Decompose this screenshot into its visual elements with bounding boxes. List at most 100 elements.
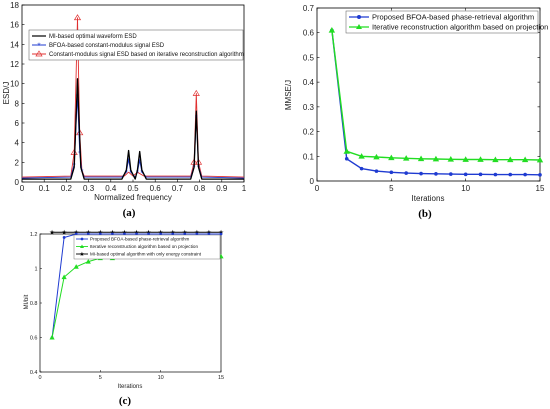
chart-c-xticks: 0 5 10 15: [38, 370, 224, 381]
chart-c-ytick-label: 0.8: [30, 301, 38, 307]
chart-a: 0 2 4 6 8 10 12 14 16 18 0 0.1 0.2 0.3 0.4 0.5 0.6 0.7 0.…: [2, 1, 247, 219]
chart-c-yticks: 0.4 0.6 0.8 1 1.2: [30, 232, 42, 376]
chart-b-series-1-point: [417, 155, 425, 162]
chart-c-legend-label-1: Iterative reconstruction algorithm based…: [90, 244, 198, 249]
chart-a-ytick-label: 0: [15, 178, 20, 187]
chart-a-yticks: 0 2 4 6 8 10 12 14 16 18: [10, 1, 25, 187]
chart-b-series-0-point: [493, 172, 498, 177]
chart-b-xtick-label: 15: [536, 184, 545, 193]
chart-b-xtick-label: 0: [315, 184, 320, 193]
chart-a-ytick-label: 10: [10, 80, 19, 89]
chart-c-legend-label-0: Proposed BFOA-based phase-retrieval algo…: [90, 237, 189, 242]
chart-b-xtick-label: 5: [389, 184, 394, 193]
chart-b-series-1-point: [328, 27, 336, 33]
chart-b-series-1-point: [343, 148, 350, 154]
chart-a-series-2-point: [192, 89, 200, 96]
chart-b-series-1-point: [432, 155, 440, 162]
chart-b-series-1-point: [447, 156, 454, 162]
chart-c-xtick-label: 0: [38, 375, 41, 381]
chart-a-xtick-label: 0.3: [83, 184, 95, 193]
chart-c-caption: (c): [119, 395, 132, 407]
chart-c-series-2-point: ★: [218, 229, 224, 237]
chart-b-series-0-point: [434, 172, 438, 176]
chart-b-ytick-label: 0.1: [303, 152, 315, 161]
chart-a-caption: (a): [123, 207, 136, 219]
chart-b-series-1-point: [492, 156, 499, 163]
chart-b-series-1-point: [373, 153, 380, 160]
chart-b-legend-box: [345, 10, 539, 34]
chart-a-legend-label-0: MI-based optimal waveform ESD: [49, 34, 137, 40]
chart-a-legend-marker-1: *: [37, 42, 41, 50]
chart-c-series-2-point: ★: [49, 229, 55, 237]
chart-b-series-0-point: [463, 172, 468, 177]
chart-a-series-0-line: [22, 78, 244, 180]
chart-a-xtick-label: 0.8: [194, 184, 206, 193]
chart-b-series-0-point: [419, 171, 423, 176]
chart-c-legend: Proposed BFOA-based phase-retrieval algo…: [73, 234, 221, 260]
chart-c-ylabel: MI/bit: [24, 294, 30, 309]
chart-c-series-0-point: [183, 232, 187, 236]
chart-c-ytick-label: 0.6: [30, 336, 38, 342]
chart-a-series-1-point: *: [138, 158, 141, 165]
chart-c-legend-box: [73, 234, 221, 260]
chart-c-series-2-point: ★: [61, 229, 67, 237]
chart-a-ytick-label: 6: [15, 119, 20, 128]
chart-a-series-2-point: [73, 14, 82, 21]
chart-c-series-0-point: [86, 232, 90, 236]
chart-a-legend-marker-2: [35, 50, 43, 57]
chart-b-legend-label-0: Proposed BFOA-based phase-retrieval algo…: [372, 13, 534, 22]
chart-a-ylabel: ESD/J: [2, 82, 11, 105]
chart-b-yticks: 0 0.1 0.2 0.3 0.4 0.5 0.6 0.7: [303, 4, 540, 186]
chart-a-legend: MI-based optimal waveform ESD * BFOA-bas…: [28, 29, 244, 61]
chart-a-ytick-label: 12: [10, 60, 19, 69]
chart-a-legend-box: [28, 29, 244, 61]
chart-a-ytick-label: 14: [10, 40, 19, 49]
chart-c-series-0-point: [62, 236, 66, 239]
chart-b-series-0-point: [478, 172, 483, 177]
chart-c-series-2-point: ★: [194, 229, 200, 237]
chart-c-series-1-point: [49, 334, 55, 340]
chart-c-series-2-point: ★: [146, 229, 152, 237]
chart-b-ytick-label: 0.5: [303, 53, 315, 62]
chart-a-xtick-label: 0.7: [172, 184, 184, 193]
chart-c-series-2-point: ★: [109, 229, 115, 237]
chart-b-series-1-point: [507, 156, 514, 163]
chart-b-ytick-label: 0: [310, 177, 315, 186]
chart-a-series-1-point: *: [127, 157, 130, 164]
chart-b-xlabel: Iterations: [412, 194, 445, 203]
chart-c-legend-marker-2: ★: [79, 251, 84, 258]
chart-b-series-0-point: [538, 173, 542, 177]
chart-b-ytick-label: 0.7: [303, 4, 315, 13]
chart-c-series: ★ ★ ★ ★ ★ ★ ★ ★ ★ ★ ★ ★ ★ ★ ★: [49, 229, 224, 340]
chart-b-series-1-point: [536, 156, 544, 163]
chart-b-ytick-label: 0.2: [303, 128, 315, 137]
chart-c-series-2-point: ★: [206, 229, 212, 237]
chart-b-ylabel: MMSE/J: [284, 80, 293, 110]
chart-a-ytick-label: 18: [10, 1, 19, 10]
chart-c-series-2-point: ★: [97, 229, 103, 237]
chart-b-legend-marker-1: [356, 24, 362, 29]
chart-a-series-1-point: *: [140, 170, 143, 177]
chart-a-ytick-label: 4: [15, 139, 20, 148]
chart-b: 0 0.1 0.2 0.3 0.4 0.5 0.6 0.7 0 5 10 15 Iterations…: [284, 4, 548, 220]
chart-c-xtick-label: 5: [99, 375, 102, 381]
chart-b-series-1-point: [358, 153, 365, 159]
chart-c-xtick-label: 15: [218, 375, 224, 381]
chart-c-legend-marker-0: [80, 237, 84, 241]
chart-b-ytick-label: 0.4: [303, 78, 315, 87]
chart-a-series-1-point: *: [76, 93, 79, 100]
chart-c-ytick-label: 1: [34, 267, 37, 273]
chart-b-series: [328, 27, 544, 177]
chart-c-series-0-point: [207, 232, 211, 236]
chart-b-xticks: 0 5 10 15: [315, 8, 545, 193]
chart-b-xtick-label: 10: [461, 184, 470, 193]
chart-a-xtick-label: 0.9: [216, 184, 228, 193]
chart-c-series-0-point: [219, 232, 223, 236]
chart-b-series-0-point: [359, 166, 364, 171]
chart-a-xtick-label: 0.6: [150, 184, 162, 193]
chart-a-legend-label-2: Constant-modulus signal ESD based on ite…: [49, 52, 244, 58]
chart-a-xtick-label: 0.4: [105, 184, 117, 193]
chart-b-series-1-point: [403, 155, 410, 161]
chart-b-legend-marker-0: [357, 15, 361, 19]
